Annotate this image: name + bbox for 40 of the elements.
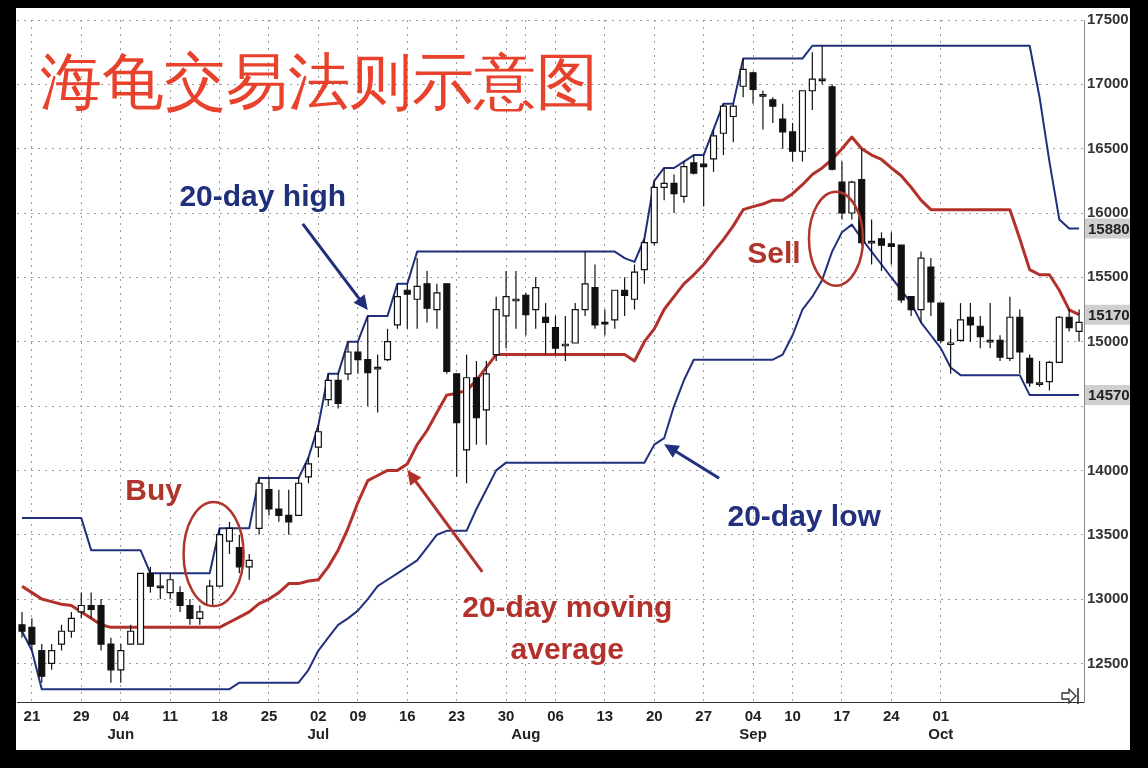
x-tick-label: 21 <box>23 707 41 725</box>
y-tick-label: 13500 <box>1087 524 1129 542</box>
text: 20-day high <box>179 179 347 213</box>
x-tick-label: 24 <box>883 707 901 725</box>
y-tick-label: 16500 <box>1087 138 1129 156</box>
x-tick-label: 06 <box>547 707 564 725</box>
annotation: Sell <box>747 236 801 270</box>
text: 20-day low <box>727 499 882 533</box>
y-tick-label: 15500 <box>1087 267 1129 285</box>
x-tick-label: 25 <box>260 707 278 725</box>
x-tick-label: 04 Sep <box>739 707 767 743</box>
x-tick-label: 10 <box>784 707 801 725</box>
x-tick-label: 13 <box>596 707 614 725</box>
x-tick-label: 02 Jul <box>307 707 330 743</box>
x-tick-label: 29 <box>72 707 90 725</box>
y-tick-label: 17000 <box>1087 74 1129 92</box>
text: 14570 <box>1088 386 1130 404</box>
x-tick-label: 17 <box>833 707 851 725</box>
x-tick-label: 27 <box>695 707 712 725</box>
x-tick-label: 04 Jun <box>107 707 135 743</box>
text: 15880 <box>1088 219 1130 237</box>
y-tick-label: 16000 <box>1087 203 1129 221</box>
x-tick-label: 23 <box>448 707 466 725</box>
text: 15170 <box>1088 305 1130 323</box>
y-tick-label: 17500 <box>1087 10 1129 28</box>
x-tick-label: 20 <box>645 707 663 725</box>
y-tick-label: 12500 <box>1087 653 1129 671</box>
annotation: Buy <box>125 473 183 507</box>
text: 20-day moving average <box>462 590 673 666</box>
x-tick-label: 16 <box>398 707 416 725</box>
x-tick-label: 18 <box>211 707 228 725</box>
y-tick-label: 13000 <box>1087 589 1129 607</box>
x-tick-label: Aug <box>511 725 541 743</box>
x-tick-label: 09 <box>349 707 367 725</box>
x-tick-label: 30 <box>497 707 515 725</box>
y-tick-label: 15000 <box>1087 331 1129 349</box>
chart-title: 海龟交易法则示意图 <box>40 44 598 120</box>
y-tick-label: 14000 <box>1087 460 1129 478</box>
x-tick-label: 11 <box>162 707 179 725</box>
x-tick-label: 01 Oct <box>928 707 954 743</box>
